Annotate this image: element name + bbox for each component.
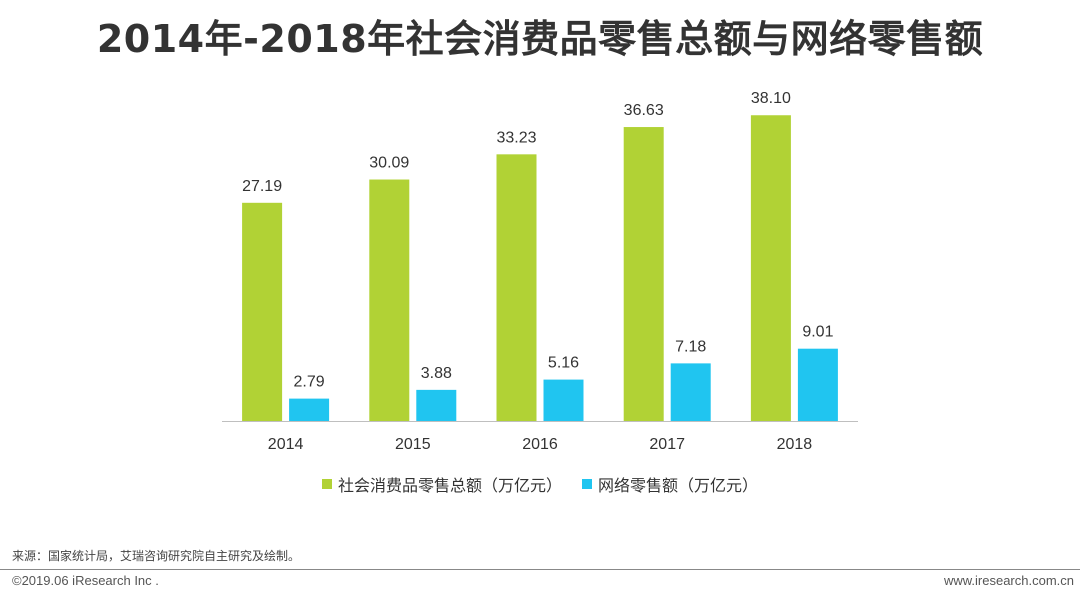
bar-online-retail-2015 xyxy=(416,389,457,421)
page-title: 2014年-2018年社会消费品零售总额与网络零售额 xyxy=(96,17,984,61)
x-tick-label-2015: 2015 xyxy=(395,436,431,453)
bar-online-retail-2017 xyxy=(670,363,711,421)
x-tick-label-2014: 2014 xyxy=(268,436,304,453)
data-label-retail-total-2014: 27.19 xyxy=(242,178,282,195)
data-label-online-retail-2014: 2.79 xyxy=(294,374,325,391)
legend-item-retail-total: 社会消费品零售总额（万亿元） xyxy=(321,472,562,496)
data-label-retail-total-2016: 33.23 xyxy=(496,129,536,146)
x-tick-label-2018: 2018 xyxy=(777,436,813,453)
chart-legend: 社会消费品零售总额（万亿元） 网络零售额（万亿元） xyxy=(0,472,1080,496)
bar-retail-total-2015 xyxy=(369,179,410,421)
footer-divider xyxy=(0,569,1080,570)
legend-item-online-retail: 网络零售额（万亿元） xyxy=(582,472,758,496)
data-label-online-retail-2015: 3.88 xyxy=(421,365,452,382)
bar-retail-total-2018 xyxy=(750,115,791,421)
data-label-retail-total-2015: 30.09 xyxy=(369,155,409,172)
legend-label-online-retail: 网络零售额（万亿元） xyxy=(598,476,759,495)
legend-label-retail-total: 社会消费品零售总额（万亿元） xyxy=(337,476,562,495)
data-label-online-retail-2018: 9.01 xyxy=(802,324,833,341)
legend-swatch-online-retail xyxy=(582,479,592,489)
bar-online-retail-2016 xyxy=(543,379,584,421)
bar-retail-total-2016 xyxy=(496,154,537,421)
data-label-online-retail-2016: 5.16 xyxy=(548,355,579,372)
source-note: 来源：国家统计局，艾瑞咨询研究院自主研究及绘制。 xyxy=(12,549,301,563)
bar-retail-total-2017 xyxy=(623,127,664,421)
website-link[interactable]: www.iresearch.com.cn xyxy=(943,573,1074,588)
bar-retail-total-2014 xyxy=(242,202,283,421)
copyright-text: ©2019.06 iResearch Inc . xyxy=(12,573,159,588)
bar-chart: 27.19 2.79 2014 30.09 3.88 2015 33.23 5.16 2016 3… xyxy=(222,90,858,453)
legend-swatch-retail-total xyxy=(321,479,332,489)
bar-online-retail-2014 xyxy=(289,398,330,421)
data-label-retail-total-2018: 38.10 xyxy=(751,90,791,107)
data-label-online-retail-2017: 7.18 xyxy=(675,338,706,355)
bar-online-retail-2018 xyxy=(797,348,838,421)
x-tick-label-2017: 2017 xyxy=(649,436,685,453)
x-tick-label-2016: 2016 xyxy=(522,436,558,453)
data-label-retail-total-2017: 36.63 xyxy=(624,102,664,119)
